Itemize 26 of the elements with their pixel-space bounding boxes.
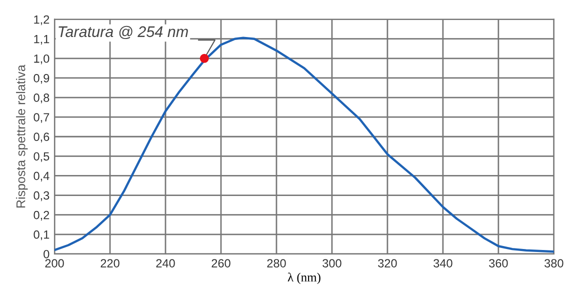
y-tick-label: 0,8 — [34, 94, 50, 104]
y-tick-label: 0,4 — [34, 172, 50, 182]
x-tick-label: 320 — [378, 259, 397, 268]
y-tick-label: 1,0 — [34, 54, 50, 64]
x-tick-label: 260 — [212, 259, 230, 268]
y-tick-label: 0 — [44, 250, 50, 258]
y-axis-title: Risposta spettrale relativa — [16, 64, 28, 208]
x-tick-label: 340 — [434, 259, 452, 268]
y-tick-label: 1,1 — [34, 35, 50, 45]
y-tick-label: 0,2 — [34, 210, 50, 221]
y-tick-label: 1,2 — [34, 15, 50, 26]
y-tick-label: 0,7 — [34, 113, 50, 123]
y-tick-label: 0,9 — [34, 74, 50, 84]
y-tick-label: 0,3 — [34, 191, 50, 202]
x-axis-title: λ (nm) — [288, 272, 320, 284]
x-tick-label: 380 — [544, 259, 564, 268]
y-tick-label: 0,5 — [34, 152, 50, 162]
x-tick-label: 360 — [489, 259, 508, 268]
y-tick-label: 0,1 — [34, 230, 50, 240]
x-tick-label: 280 — [267, 259, 286, 268]
y-tick-label: 0,6 — [34, 132, 50, 142]
x-tick-label: 220 — [100, 259, 120, 268]
annotation: Taratura @ 254 nm — [58, 26, 188, 40]
x-tick-label: 200 — [45, 259, 64, 268]
x-tick-label: 240 — [156, 259, 175, 268]
x-tick-label: 300 — [322, 259, 342, 268]
